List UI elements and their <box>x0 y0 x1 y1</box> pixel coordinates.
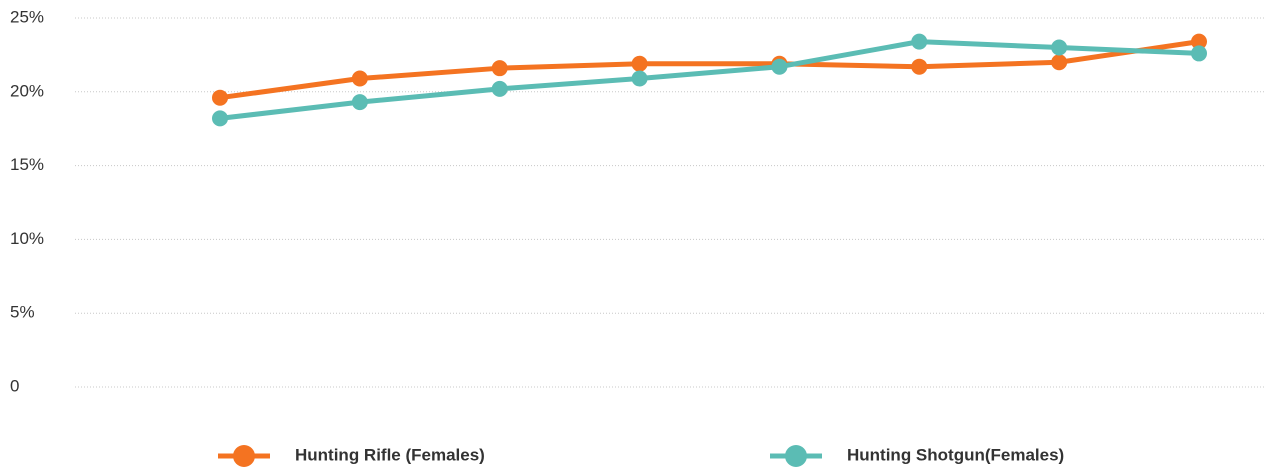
series-line <box>219 39 1200 101</box>
y-tick-label: 5% <box>10 303 35 322</box>
point <box>631 70 648 87</box>
y-tick-label: 25% <box>10 7 44 26</box>
y-tick-label: 15% <box>10 155 44 174</box>
point <box>1051 39 1068 56</box>
point <box>212 110 228 127</box>
point <box>491 60 508 77</box>
point <box>351 94 368 111</box>
point <box>491 80 508 97</box>
point <box>631 55 648 72</box>
point <box>212 89 228 106</box>
legend-marker <box>233 445 255 467</box>
legend-label: Hunting Shotgun(Females) <box>847 445 1064 464</box>
point <box>1191 45 1207 62</box>
legend-label: Hunting Rifle (Females) <box>295 445 485 464</box>
legend-marker <box>785 445 807 467</box>
point <box>1051 54 1068 71</box>
series-line <box>219 39 1200 121</box>
point <box>1191 33 1207 50</box>
y-tick-label: 0 <box>10 376 19 395</box>
y-tick-label: 20% <box>10 81 44 100</box>
point <box>351 70 368 87</box>
point <box>771 58 788 75</box>
point <box>911 33 928 50</box>
point <box>911 58 928 75</box>
y-tick-label: 10% <box>10 229 44 248</box>
